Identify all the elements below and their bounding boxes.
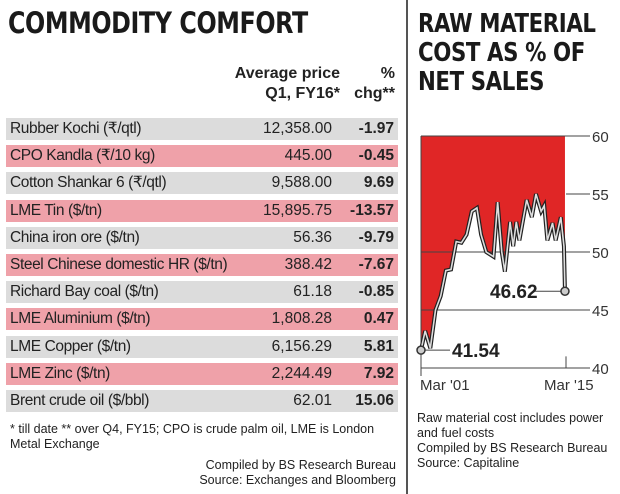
commodity-name: Brent crude oil ($/bbl) xyxy=(10,392,149,409)
divider xyxy=(406,0,408,494)
price-header-2: Q1, FY16* xyxy=(265,85,340,102)
table-row: LME Copper ($/tn) 6,156.29 5.81 xyxy=(6,335,398,358)
left-credits: Compiled by BS Research Bureau Source: Ex… xyxy=(199,458,396,488)
chart-note: Raw material cost includes power and fue… xyxy=(417,411,604,440)
average-price: 12,358.00 xyxy=(263,120,332,137)
average-price: 61.18 xyxy=(293,283,332,301)
percent-change: -0.85 xyxy=(358,283,394,301)
percent-change: -9.79 xyxy=(358,228,394,246)
chg-header-1: % xyxy=(380,65,395,82)
chg-header-2: chg** xyxy=(354,85,395,102)
y-tick-label: 40 xyxy=(592,361,609,378)
percent-change: -1.97 xyxy=(358,120,394,137)
table-row: LME Aluminium ($/tn) 1,808.28 0.47 xyxy=(6,308,398,331)
average-price: 445.00 xyxy=(284,147,332,165)
table-row: Steel Chinese domestic HR ($/tn) 388.42 -7… xyxy=(6,254,398,276)
start-point xyxy=(416,345,426,355)
commodity-name: LME Aluminium ($/tn) xyxy=(10,310,151,328)
percent-change: -0.45 xyxy=(358,147,394,165)
percent-change: 7.92 xyxy=(363,364,394,382)
average-price: 1,808.28 xyxy=(271,310,332,328)
series-line xyxy=(420,193,566,351)
chart-credit-2: Source: Capitaline xyxy=(417,456,520,470)
average-price: 62.01 xyxy=(293,392,332,409)
percent-change: 9.69 xyxy=(363,174,394,192)
price-header: Average price Q1, FY16* xyxy=(190,64,340,104)
average-price: 56.36 xyxy=(293,228,332,246)
left-title: COMMODITY COMFORT xyxy=(8,6,308,40)
left-credit-2: Source: Exchanges and Bloomberg xyxy=(199,473,396,487)
table-row: Richard Bay coal ($/tn) 61.18 -0.85 xyxy=(6,281,398,304)
chart-title: RAW MATERIAL COST AS % OF NET SALES xyxy=(418,9,596,97)
average-price: 388.42 xyxy=(284,256,332,273)
average-price: 15,895.75 xyxy=(263,201,332,219)
price-header-1: Average price xyxy=(234,65,340,82)
percent-change: 15.06 xyxy=(355,392,394,409)
percent-change: -13.57 xyxy=(350,201,394,219)
end-point xyxy=(560,286,570,296)
commodity-name: LME Copper ($/tn) xyxy=(10,337,131,355)
y-tick-label: 50 xyxy=(592,245,609,262)
y-tick-label: 55 xyxy=(592,187,609,204)
footnote: * till date ** over Q4, FY15; CPO is cru… xyxy=(10,422,375,451)
x-tick-label: Mar '15 xyxy=(544,377,594,394)
commodity-name: Steel Chinese domestic HR ($/tn) xyxy=(10,256,228,273)
chg-header: % chg** xyxy=(340,64,395,104)
chart-credit-1: Compiled by BS Research Bureau xyxy=(417,441,608,455)
commodity-name: China iron ore ($/tn) xyxy=(10,228,140,246)
table-row: Brent crude oil ($/bbl) 62.01 15.06 xyxy=(6,390,398,412)
percent-change: 5.81 xyxy=(363,337,394,355)
table-row: CPO Kandla (₹/10 kg) 445.00 -0.45 xyxy=(6,145,398,168)
commodity-name: LME Zinc ($/tn) xyxy=(10,364,110,382)
average-price: 2,244.49 xyxy=(271,364,332,382)
start-value-label: 41.54 xyxy=(452,341,500,362)
average-price: 6,156.29 xyxy=(271,337,332,355)
y-tick-label: 60 xyxy=(592,129,609,146)
table-row: Cotton Shankar 6 (₹/qtl) 9,588.00 9.69 xyxy=(6,172,398,195)
table-row: China iron ore ($/tn) 56.36 -9.79 xyxy=(6,226,398,249)
end-value-label: 46.62 xyxy=(490,282,538,303)
commodity-name: LME Tin ($/tn) xyxy=(10,201,102,219)
average-price: 9,588.00 xyxy=(271,174,332,192)
percent-change: 0.47 xyxy=(363,310,394,328)
percent-change: -7.67 xyxy=(358,256,394,273)
table-row: LME Zinc ($/tn) 2,244.49 7.92 xyxy=(6,362,398,385)
table-row: LME Tin ($/tn) 15,895.75 -13.57 xyxy=(6,199,398,222)
left-credit-1: Compiled by BS Research Bureau xyxy=(205,458,396,472)
table-row: Rubber Kochi (₹/qtl) 12,358.00 -1.97 xyxy=(6,118,398,140)
commodity-name: Rubber Kochi (₹/qtl) xyxy=(10,120,142,137)
x-tick-label: Mar '01 xyxy=(420,377,470,394)
commodity-name: Richard Bay coal ($/tn) xyxy=(10,283,159,301)
y-tick-label: 45 xyxy=(592,303,609,320)
commodity-name: CPO Kandla (₹/10 kg) xyxy=(10,147,155,165)
commodity-name: Cotton Shankar 6 (₹/qtl) xyxy=(10,174,167,192)
chart-notes: Raw material cost includes power and fue… xyxy=(417,411,617,471)
